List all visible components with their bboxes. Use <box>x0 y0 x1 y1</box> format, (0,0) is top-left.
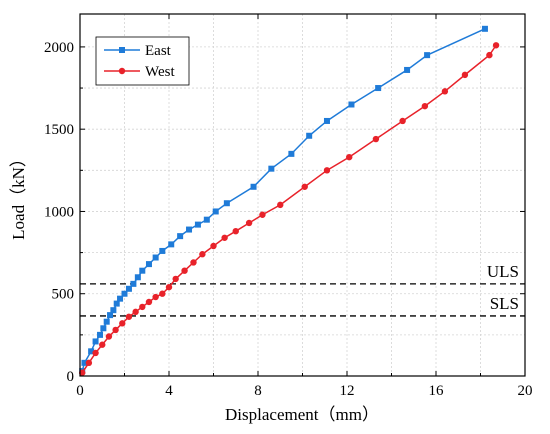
point-east <box>306 132 313 139</box>
point-east <box>186 226 193 233</box>
point-west <box>421 102 429 110</box>
point-east <box>288 150 295 157</box>
point-west <box>441 88 449 95</box>
point-west <box>92 349 99 357</box>
point-east <box>152 254 159 261</box>
x-axis-title: Displacement（mm） <box>225 405 379 424</box>
point-west <box>139 303 146 311</box>
point-west <box>461 71 469 79</box>
x-tick-label: 8 <box>254 383 262 399</box>
legend-marker-west <box>118 67 126 75</box>
point-east <box>113 300 120 307</box>
point-west <box>199 251 206 258</box>
legend-marker-east <box>119 47 125 53</box>
point-west <box>232 228 239 235</box>
point-east <box>203 216 210 223</box>
point-west <box>399 117 406 125</box>
point-east <box>145 261 152 268</box>
x-tick-label: 0 <box>76 383 84 399</box>
point-west <box>210 242 217 250</box>
y-tick-label: 1500 <box>44 122 74 138</box>
legend: East West <box>95 36 190 86</box>
legend-label-east: East <box>145 43 172 59</box>
series-layer <box>79 25 500 377</box>
point-west <box>85 359 93 367</box>
point-west <box>79 369 86 376</box>
point-east <box>404 66 411 73</box>
point-west <box>190 259 197 266</box>
point-west <box>323 167 331 174</box>
y-tick-label: 2000 <box>44 40 74 56</box>
point-east <box>212 208 219 215</box>
point-west <box>125 313 133 320</box>
point-east <box>81 359 88 366</box>
point-west <box>165 283 173 291</box>
point-west <box>112 326 119 334</box>
point-east <box>168 241 175 248</box>
point-east <box>194 221 201 228</box>
point-east <box>103 318 110 325</box>
point-east <box>323 117 330 124</box>
point-east <box>177 233 184 240</box>
point-east <box>159 247 166 254</box>
point-east <box>424 52 431 59</box>
point-east <box>110 307 117 314</box>
point-west <box>159 290 166 297</box>
point-west <box>119 320 126 327</box>
point-west <box>132 308 139 316</box>
y-tick-label: 1000 <box>44 204 74 220</box>
point-west <box>259 211 266 218</box>
point-west <box>486 51 493 59</box>
point-east <box>117 295 124 302</box>
point-west <box>346 153 353 161</box>
point-east <box>88 348 95 355</box>
point-east <box>375 85 382 92</box>
x-tick-label: 16 <box>429 383 445 399</box>
point-east <box>92 338 99 345</box>
point-east <box>100 325 107 332</box>
ticks: 0 4 8 12 16 20 0 500 1000 1500 2000 <box>44 14 533 399</box>
y-tick-label: 0 <box>67 369 75 385</box>
reference-label-uls: ULS <box>487 262 519 281</box>
point-east <box>134 274 141 281</box>
y-tick-label: 500 <box>52 287 75 303</box>
point-west <box>245 219 253 227</box>
point-west <box>152 293 159 301</box>
point-east <box>481 25 488 32</box>
point-west <box>492 42 500 49</box>
point-west <box>181 267 188 274</box>
point-west <box>372 135 380 143</box>
point-east <box>121 290 128 297</box>
reference-label-sls: SLS <box>490 294 519 313</box>
point-east <box>139 267 146 274</box>
point-east <box>107 312 114 319</box>
legend-label-west: West <box>145 64 175 80</box>
y-axis-title: Load（kN） <box>9 150 28 240</box>
reference-lines: ULS SLS <box>80 262 525 317</box>
point-east <box>97 331 104 338</box>
point-west <box>172 275 179 283</box>
point-east <box>348 101 355 108</box>
point-east <box>130 280 137 287</box>
point-west <box>221 234 228 241</box>
point-west <box>277 201 284 209</box>
x-tick-label: 12 <box>340 383 355 399</box>
point-west <box>301 183 308 190</box>
point-east <box>223 200 230 207</box>
x-tick-label: 20 <box>518 383 533 399</box>
point-east <box>125 285 132 292</box>
x-tick-label: 4 <box>165 383 173 399</box>
legend-box <box>95 36 190 86</box>
point-west <box>105 333 113 340</box>
point-east <box>268 165 275 172</box>
point-east <box>250 183 257 190</box>
point-west <box>145 298 153 306</box>
point-west <box>99 341 106 348</box>
